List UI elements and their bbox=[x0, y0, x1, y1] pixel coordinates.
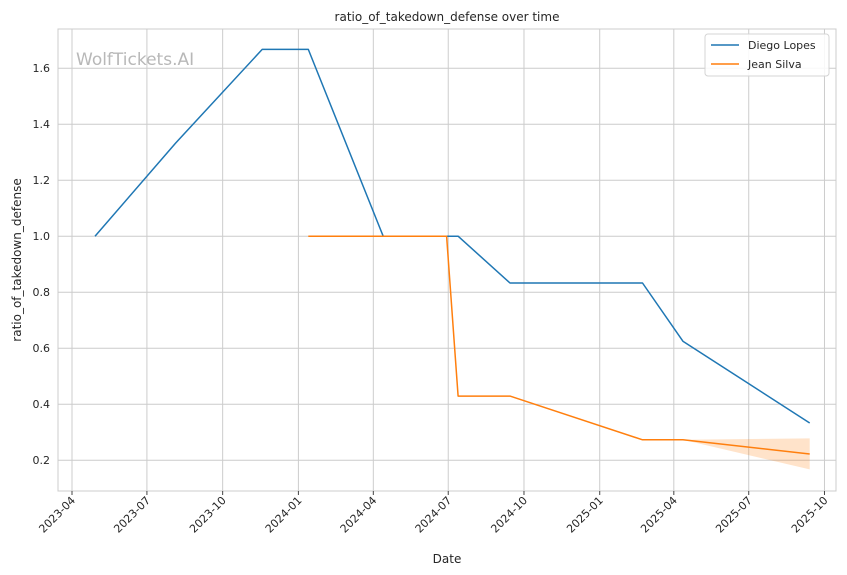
x-tick-label: 2024-04 bbox=[338, 494, 380, 536]
series-lines bbox=[94, 48, 811, 455]
y-tick-label: 0.2 bbox=[33, 454, 51, 467]
chart-title: ratio_of_takedown_defense over time bbox=[335, 10, 560, 24]
y-tick-label: 1.6 bbox=[33, 62, 51, 75]
x-tick-label: 2023-04 bbox=[36, 494, 78, 536]
legend-label: Jean Silva bbox=[747, 58, 802, 71]
legend-label: Diego Lopes bbox=[748, 39, 816, 52]
x-tick-label: 2024-01 bbox=[263, 494, 305, 536]
x-tick-label: 2025-04 bbox=[638, 494, 680, 536]
x-tick-label: 2025-01 bbox=[564, 494, 606, 536]
y-axis-title: ratio_of_takedown_defense bbox=[10, 178, 24, 341]
plot-area bbox=[57, 28, 837, 492]
y-axis-ticks: 0.2 0.4 0.6 0.8 1.0 1.2 1.4 1.6 bbox=[33, 62, 51, 467]
x-axis-ticks: 2023-04 2023-07 2023-10 2024-01 2024-04 2024-… bbox=[36, 491, 831, 536]
x-tick-label: 2025-07 bbox=[713, 494, 755, 536]
y-tick-label: 1.2 bbox=[33, 174, 51, 187]
x-tick-label: 2025-10 bbox=[789, 494, 831, 536]
y-tick-label: 0.6 bbox=[33, 342, 51, 355]
x-axis-title: Date bbox=[433, 552, 462, 566]
x-tick-label: 2024-07 bbox=[413, 494, 455, 536]
legend: Diego Lopes Jean Silva bbox=[704, 33, 830, 77]
y-tick-label: 0.8 bbox=[33, 286, 51, 299]
confidence-bands bbox=[682, 438, 810, 470]
x-tick-label: 2023-10 bbox=[187, 494, 229, 536]
y-tick-label: 1.0 bbox=[33, 230, 51, 243]
y-tick-label: 0.4 bbox=[33, 398, 51, 411]
y-tick-label: 1.4 bbox=[33, 118, 51, 131]
x-tick-label: 2024-10 bbox=[488, 494, 530, 536]
grid bbox=[58, 29, 836, 491]
watermark-text: WolfTickets.AI bbox=[76, 50, 194, 70]
series-line bbox=[308, 235, 810, 455]
x-tick-label: 2023-07 bbox=[111, 494, 153, 536]
confidence-band bbox=[682, 438, 810, 470]
